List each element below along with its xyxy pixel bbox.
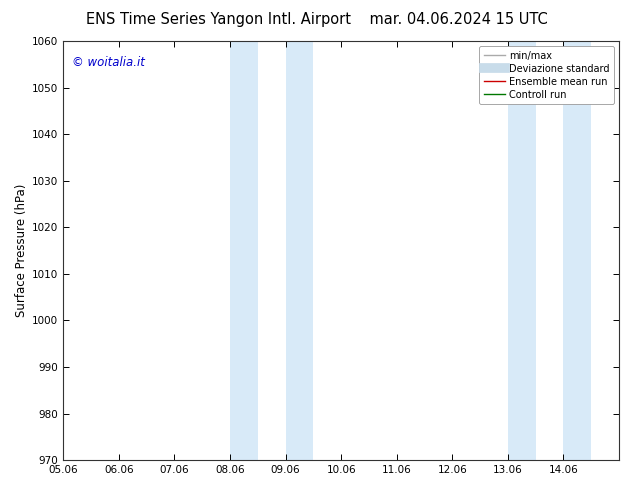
Legend: min/max, Deviazione standard, Ensemble mean run, Controll run: min/max, Deviazione standard, Ensemble m…: [479, 46, 614, 104]
Y-axis label: Surface Pressure (hPa): Surface Pressure (hPa): [15, 184, 28, 318]
Bar: [230, 41, 258, 460]
Bar: [564, 41, 592, 460]
Bar: [508, 41, 536, 460]
Text: ENS Time Series Yangon Intl. Airport    mar. 04.06.2024 15 UTC: ENS Time Series Yangon Intl. Airport mar…: [86, 12, 548, 27]
Text: © woitalia.it: © woitalia.it: [72, 56, 145, 69]
Bar: [285, 41, 313, 460]
